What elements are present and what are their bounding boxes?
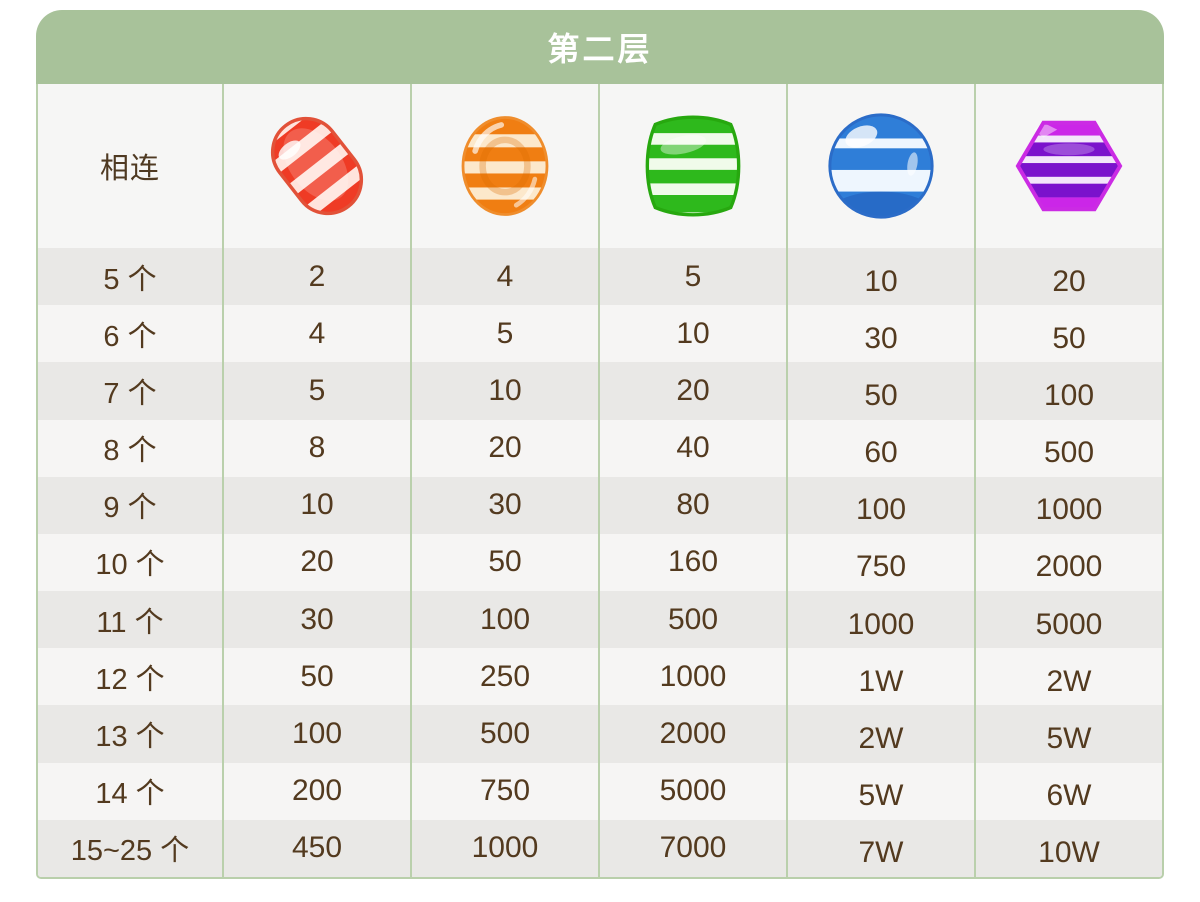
payout-cell: 10 [410, 362, 598, 420]
payout-cell: 30 [222, 591, 410, 649]
column-header-green-pillow [598, 84, 786, 248]
payout-cell: 7000 [598, 819, 786, 877]
payout-cell: 1000 [410, 819, 598, 877]
payout-cell: 80 [598, 476, 786, 534]
green-pillow-candy-icon [645, 115, 741, 217]
payout-cell: 250 [410, 648, 598, 706]
payout-cell: 450 [222, 819, 410, 877]
payout-cell: 5 [410, 305, 598, 363]
payout-cell: 5 [222, 362, 410, 420]
payout-cell: 8 [222, 419, 410, 477]
payout-cell: 2000 [974, 533, 1162, 592]
payout-cell: 10 [786, 248, 974, 306]
connect-count-cell: 10 个 [95, 549, 165, 582]
table-row: 14 个 200 750 5000 5W 6W [38, 762, 1162, 820]
payout-cell: 20 [598, 362, 786, 420]
payout-cell: 6W [974, 762, 1162, 820]
icon-header-row: 相连 [38, 84, 1162, 248]
payout-cell: 100 [410, 591, 598, 649]
connect-count-cell: 9 个 [103, 492, 157, 525]
paytable-card: 第二层 相连 [36, 10, 1164, 879]
connect-count-cell: 13 个 [95, 721, 165, 754]
payout-cell: 1000 [786, 591, 974, 649]
payout-cell: 20 [410, 419, 598, 477]
purple-hexagon-candy-icon [1015, 120, 1123, 212]
payout-cell: 50 [786, 362, 974, 420]
table-row: 13 个 100 500 2000 2W 5W [38, 705, 1162, 763]
payout-cell: 5W [786, 762, 974, 820]
payout-cell: 2 [222, 248, 410, 306]
payout-cell: 4 [410, 248, 598, 306]
payout-cell: 100 [222, 705, 410, 763]
column-header-orange-round [410, 84, 598, 248]
table-row: 9 个 10 30 80 100 1000 [38, 476, 1162, 534]
paytable-body: 相连 [36, 84, 1164, 879]
payout-cell: 100 [786, 476, 974, 534]
connect-count-cell: 7 个 [103, 377, 157, 410]
orange-round-candy-icon [461, 116, 549, 216]
payout-cell: 10 [222, 476, 410, 534]
connect-header-cell: 相连 [38, 84, 222, 248]
payout-cell: 500 [974, 419, 1162, 477]
table-row: 11 个 30 100 500 1000 5000 [38, 591, 1162, 649]
payout-cell: 5000 [598, 762, 786, 820]
column-header-blue-ball [786, 84, 974, 248]
payout-cell: 500 [410, 705, 598, 763]
payout-cell: 750 [786, 533, 974, 592]
payout-cell: 500 [598, 591, 786, 649]
payout-cell: 750 [410, 762, 598, 820]
connect-count-cell: 12 个 [95, 663, 165, 696]
column-header-red-bean [222, 84, 410, 248]
payout-cell: 1000 [598, 648, 786, 706]
payout-cell: 40 [598, 419, 786, 477]
payout-cell: 200 [222, 762, 410, 820]
table-row: 5 个 2 4 5 10 20 [38, 248, 1162, 306]
payout-cell: 50 [410, 533, 598, 592]
payout-cell: 100 [974, 362, 1162, 420]
connect-count-cell: 8 个 [103, 435, 157, 468]
payout-cell: 20 [222, 533, 410, 592]
payout-cell: 1W [786, 648, 974, 706]
payout-cell: 2W [974, 648, 1162, 706]
connect-count-cell: 14 个 [95, 778, 165, 811]
table-row: 6 个 4 5 10 30 50 [38, 305, 1162, 363]
connect-count-cell: 15~25 个 [70, 835, 190, 868]
table-row: 15~25 个 450 1000 7000 7W 10W [38, 819, 1162, 877]
blue-ball-candy-icon [828, 113, 934, 219]
paytable-rows: 5 个 2 4 5 10 20 6 个 4 5 10 30 50 7 个 5 1… [38, 248, 1162, 877]
payout-cell: 160 [598, 533, 786, 592]
payout-cell: 5W [974, 705, 1162, 763]
paytable-title: 第二层 [547, 31, 653, 67]
connect-count-cell: 5 个 [103, 263, 157, 296]
paytable-header: 第二层 [36, 10, 1164, 84]
table-row: 10 个 20 50 160 750 2000 [38, 533, 1162, 592]
payout-cell: 1000 [974, 476, 1162, 534]
red-bean-candy-icon [259, 107, 375, 225]
payout-cell: 20 [974, 248, 1162, 306]
column-header-purple-hexagon [974, 84, 1162, 248]
payout-cell: 4 [222, 305, 410, 363]
payout-cell: 30 [410, 476, 598, 534]
table-row: 8 个 8 20 40 60 500 [38, 419, 1162, 477]
connect-count-cell: 6 个 [103, 320, 157, 353]
table-row: 7 个 5 10 20 50 100 [38, 362, 1162, 420]
payout-cell: 30 [786, 305, 974, 363]
payout-cell: 5000 [974, 591, 1162, 649]
table-row: 12 个 50 250 1000 1W 2W [38, 648, 1162, 706]
payout-cell: 2W [786, 705, 974, 763]
payout-cell: 10W [974, 819, 1162, 877]
payout-cell: 60 [786, 419, 974, 477]
payout-cell: 10 [598, 305, 786, 363]
payout-cell: 50 [974, 305, 1162, 363]
connect-count-cell: 11 个 [96, 606, 164, 639]
payout-cell: 2000 [598, 705, 786, 763]
payout-cell: 5 [598, 248, 786, 306]
connect-label: 相连 [99, 153, 160, 185]
payout-cell: 50 [222, 648, 410, 706]
payout-cell: 7W [786, 819, 974, 877]
